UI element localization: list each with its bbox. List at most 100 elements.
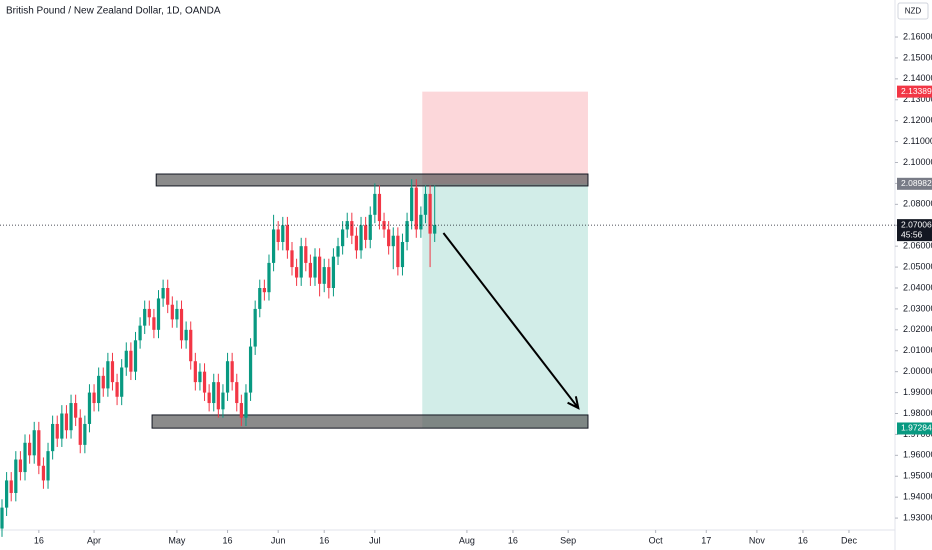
- candle-body: [147, 308, 151, 318]
- candle-body: [69, 403, 73, 431]
- candle-body: [235, 382, 239, 404]
- candle-body: [258, 288, 262, 309]
- candle-body: [41, 465, 46, 481]
- candle-body: [423, 193, 428, 215]
- candle-body: [364, 225, 368, 240]
- candle-body: [267, 262, 271, 293]
- candle-body: [294, 267, 299, 278]
- candle-body: [202, 371, 207, 393]
- y-tick-label: 2.13000: [903, 94, 932, 104]
- candle-body: [83, 423, 87, 445]
- y-tick-label: 2.08000: [903, 199, 932, 209]
- candle-body: [225, 361, 230, 393]
- y-tick-label: 2.15000: [903, 52, 932, 62]
- candle-body: [414, 187, 418, 230]
- candle-body: [129, 350, 133, 372]
- candle-body: [396, 235, 400, 268]
- y-tick-label: 2.04000: [903, 282, 932, 292]
- y-tick-label: 2.11000: [903, 136, 932, 146]
- candle-body: [216, 382, 220, 410]
- candle-body: [92, 392, 96, 404]
- candle-body: [106, 361, 110, 389]
- y-tick-label: 2.12000: [903, 115, 932, 125]
- candle-body: [327, 267, 331, 289]
- candle-body: [368, 214, 372, 240]
- x-tick-label: Nov: [749, 535, 766, 545]
- candle-body: [221, 392, 225, 410]
- candle-body: [9, 480, 13, 493]
- candle-body: [115, 382, 119, 397]
- candle-body: [97, 375, 101, 404]
- currency[interactable]: NZD: [905, 7, 922, 16]
- y-tick-label: 2.10000: [903, 157, 932, 167]
- candle-body: [387, 229, 391, 247]
- candle-body: [37, 430, 41, 466]
- candle-body: [350, 221, 354, 236]
- candle-body: [110, 361, 115, 383]
- target-label: 1.97284: [901, 423, 932, 433]
- candle-body: [290, 250, 294, 268]
- candle-body: [419, 214, 423, 230]
- x-tick-label: Aug: [459, 535, 475, 545]
- candle-body: [101, 375, 105, 389]
- candle-body: [331, 256, 336, 289]
- candle-body: [78, 417, 82, 445]
- x-tick-label: 17: [701, 535, 711, 545]
- candle-body: [124, 350, 128, 368]
- y-tick-label: 2.03000: [903, 303, 932, 313]
- entry-label-box: [897, 177, 932, 190]
- stop-label-box: [897, 85, 932, 98]
- currency-box[interactable]: [897, 2, 929, 20]
- x-tick-label: 16: [508, 535, 518, 545]
- candle-body: [400, 241, 405, 268]
- y-tick-label: 2.16000: [903, 31, 932, 41]
- y-tick-label: 2.14000: [903, 73, 932, 83]
- candle-body: [184, 329, 188, 341]
- candle-body: [354, 235, 359, 251]
- y-tick-label: 2.01000: [903, 345, 932, 355]
- candle-body: [170, 304, 174, 320]
- y-tick-label: 2.00000: [903, 366, 932, 376]
- candle-body: [304, 246, 308, 263]
- candle-body: [156, 298, 161, 330]
- candle-body: [359, 225, 363, 251]
- chart-title: British Pound / New Zealand Dollar, 1D, …: [6, 6, 221, 17]
- candle-body: [207, 392, 211, 404]
- y-tick-label: 2.05000: [903, 261, 932, 271]
- candle-body: [313, 256, 317, 278]
- candle-body: [405, 221, 409, 242]
- candle-body: [18, 459, 23, 473]
- candle-body: [32, 430, 36, 456]
- candle-body: [239, 403, 243, 418]
- x-tick-label: 16: [319, 535, 329, 545]
- candle-body: [64, 413, 69, 431]
- candle-body: [161, 288, 165, 299]
- zone: [155, 173, 589, 187]
- x-tick-label: Dec: [841, 535, 858, 545]
- y-tick-label: 1.99000: [903, 387, 932, 397]
- candle-body: [175, 308, 179, 320]
- candle-body: [60, 413, 64, 439]
- last-price-label: 2.07006: [901, 219, 932, 229]
- candle-body: [198, 371, 202, 383]
- candle-body: [341, 229, 345, 247]
- candle-body: [253, 308, 257, 347]
- candle-body: [189, 329, 193, 362]
- candle-body: [179, 308, 184, 341]
- candle-body: [46, 451, 50, 481]
- candle-body: [433, 225, 437, 234]
- candle-body: [51, 423, 55, 452]
- y-tick-label: 1.94000: [903, 492, 932, 502]
- candle-body: [336, 246, 340, 257]
- x-tick-label: Jun: [271, 535, 286, 545]
- candle-body: [318, 256, 322, 284]
- candle-body: [55, 423, 59, 439]
- candle-body: [377, 193, 382, 222]
- x-tick-label: Apr: [87, 535, 101, 545]
- candle-body: [322, 267, 326, 284]
- x-tick-label: 16: [223, 535, 233, 545]
- arrow: [442, 232, 580, 410]
- candle-body: [23, 442, 27, 473]
- candle-body: [166, 288, 170, 305]
- candle-body: [120, 367, 124, 397]
